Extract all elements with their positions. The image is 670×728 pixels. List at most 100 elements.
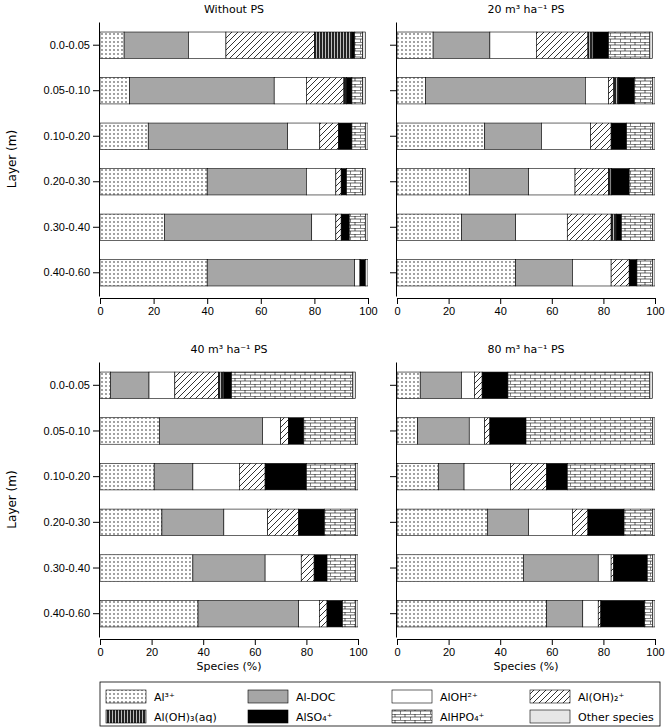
legend-label: AlSO₄⁺ bbox=[296, 711, 333, 724]
tick: 0.05-0.10 bbox=[44, 424, 99, 436]
bar-segment bbox=[355, 509, 358, 535]
bar-segment bbox=[490, 418, 526, 444]
tick-label: 100 bbox=[359, 305, 377, 317]
panel-title: 20 m³ ha⁻¹ PS bbox=[487, 3, 564, 16]
axis-line bbox=[101, 298, 369, 299]
legend-label: Al(OH)₃(aq) bbox=[154, 711, 217, 724]
y-axis bbox=[390, 23, 397, 297]
bar-segment bbox=[224, 509, 268, 535]
bar-segment bbox=[100, 555, 193, 581]
bar-segment bbox=[637, 260, 652, 286]
tick: 0.0-0.05 bbox=[50, 379, 99, 391]
bar-segment bbox=[598, 555, 611, 581]
bar-segment bbox=[652, 260, 655, 286]
bar-segment bbox=[529, 169, 575, 195]
legend-swatch bbox=[248, 710, 288, 723]
bar-segment bbox=[397, 555, 523, 581]
panel: 0204060801000.0-0.050.05-0.100.10-0.200.… bbox=[5, 343, 368, 673]
bar-segment bbox=[601, 600, 645, 626]
bar-segment bbox=[306, 169, 335, 195]
tick: 100 bbox=[359, 298, 377, 317]
bar-segment bbox=[100, 372, 110, 398]
tick bbox=[390, 613, 396, 614]
bar-segment bbox=[462, 372, 475, 398]
bar-segment bbox=[547, 600, 583, 626]
bar-segment bbox=[129, 78, 274, 104]
tick-mark bbox=[390, 272, 396, 273]
tick-label: 0.30-0.40 bbox=[44, 221, 90, 233]
tick: 80 bbox=[301, 639, 313, 658]
bar-segment bbox=[312, 214, 336, 240]
bar-segment bbox=[516, 214, 568, 240]
tick-mark bbox=[390, 522, 396, 523]
tick-mark bbox=[397, 639, 398, 645]
bar-segment bbox=[100, 214, 164, 240]
axis-line bbox=[398, 298, 656, 299]
legend-swatch bbox=[106, 690, 146, 703]
bar-segment bbox=[645, 600, 653, 626]
bar-segment bbox=[336, 169, 341, 195]
bar-segment bbox=[485, 123, 542, 149]
bar-segment bbox=[609, 78, 614, 104]
bar-segment bbox=[162, 509, 224, 535]
tick: 0 bbox=[97, 639, 103, 658]
tick: 0.30-0.40 bbox=[44, 221, 99, 233]
bars bbox=[397, 32, 655, 286]
bar-segment bbox=[469, 169, 528, 195]
bar-segment bbox=[567, 463, 652, 489]
bar-segment bbox=[365, 123, 368, 149]
tick-label: 0.0-0.05 bbox=[50, 379, 90, 391]
bar-segment bbox=[397, 372, 420, 398]
bar-segment bbox=[336, 214, 341, 240]
bar-segment bbox=[624, 509, 652, 535]
legend-swatch bbox=[248, 690, 288, 703]
tick-mark bbox=[390, 430, 396, 431]
tick bbox=[390, 476, 396, 477]
tick-mark bbox=[390, 136, 396, 137]
bar-segment bbox=[397, 169, 469, 195]
panel: 02040608010020 m³ ha⁻¹ PS bbox=[390, 3, 665, 317]
legend-label: Other species bbox=[578, 711, 654, 724]
bar-segment bbox=[397, 78, 425, 104]
tick-label: 40 bbox=[495, 305, 507, 317]
tick-mark bbox=[93, 522, 99, 523]
bar-segment bbox=[541, 123, 590, 149]
bar-segment bbox=[263, 418, 281, 444]
tick-mark bbox=[261, 298, 262, 304]
tick-label: 40 bbox=[198, 646, 210, 658]
tick-label: 0.05-0.10 bbox=[44, 84, 90, 96]
bar-segment bbox=[314, 555, 327, 581]
tick-mark bbox=[603, 639, 604, 645]
bar-segment bbox=[634, 78, 652, 104]
tick bbox=[390, 522, 396, 523]
legend: Al³⁺Al-DOCAlOH²⁺Al(OH)₂⁺Al(OH)₃(aq)AlSO₄… bbox=[100, 682, 660, 726]
tick: 40 bbox=[202, 298, 214, 317]
bar-segment bbox=[355, 555, 358, 581]
bars bbox=[100, 372, 358, 627]
bar-segment bbox=[193, 555, 265, 581]
tick-label: 0.0-0.05 bbox=[50, 39, 90, 51]
bar-segment bbox=[572, 260, 611, 286]
bar-segment bbox=[363, 78, 366, 104]
bar-segment bbox=[224, 372, 232, 398]
bar-segment bbox=[650, 32, 653, 58]
bar-segment bbox=[433, 32, 490, 58]
bar-segment bbox=[198, 600, 299, 626]
y-axis bbox=[390, 363, 397, 638]
bar-segment bbox=[611, 123, 626, 149]
tick-label: 20 bbox=[443, 305, 455, 317]
tick-mark bbox=[390, 45, 396, 46]
tick-mark bbox=[390, 385, 396, 386]
panel-title: 40 m³ ha⁻¹ PS bbox=[190, 343, 267, 356]
bar-segment bbox=[268, 509, 299, 535]
tick-label: 0 bbox=[97, 305, 103, 317]
tick-label: 40 bbox=[495, 646, 507, 658]
tick-label: 20 bbox=[146, 646, 158, 658]
axis-title: Layer (m) bbox=[5, 470, 19, 528]
bar-segment bbox=[207, 260, 354, 286]
tick bbox=[390, 385, 396, 386]
tick: 40 bbox=[198, 639, 210, 658]
x-axis: 020406080100 bbox=[97, 298, 377, 317]
tick-mark bbox=[390, 181, 396, 182]
bar-segment bbox=[344, 78, 347, 104]
